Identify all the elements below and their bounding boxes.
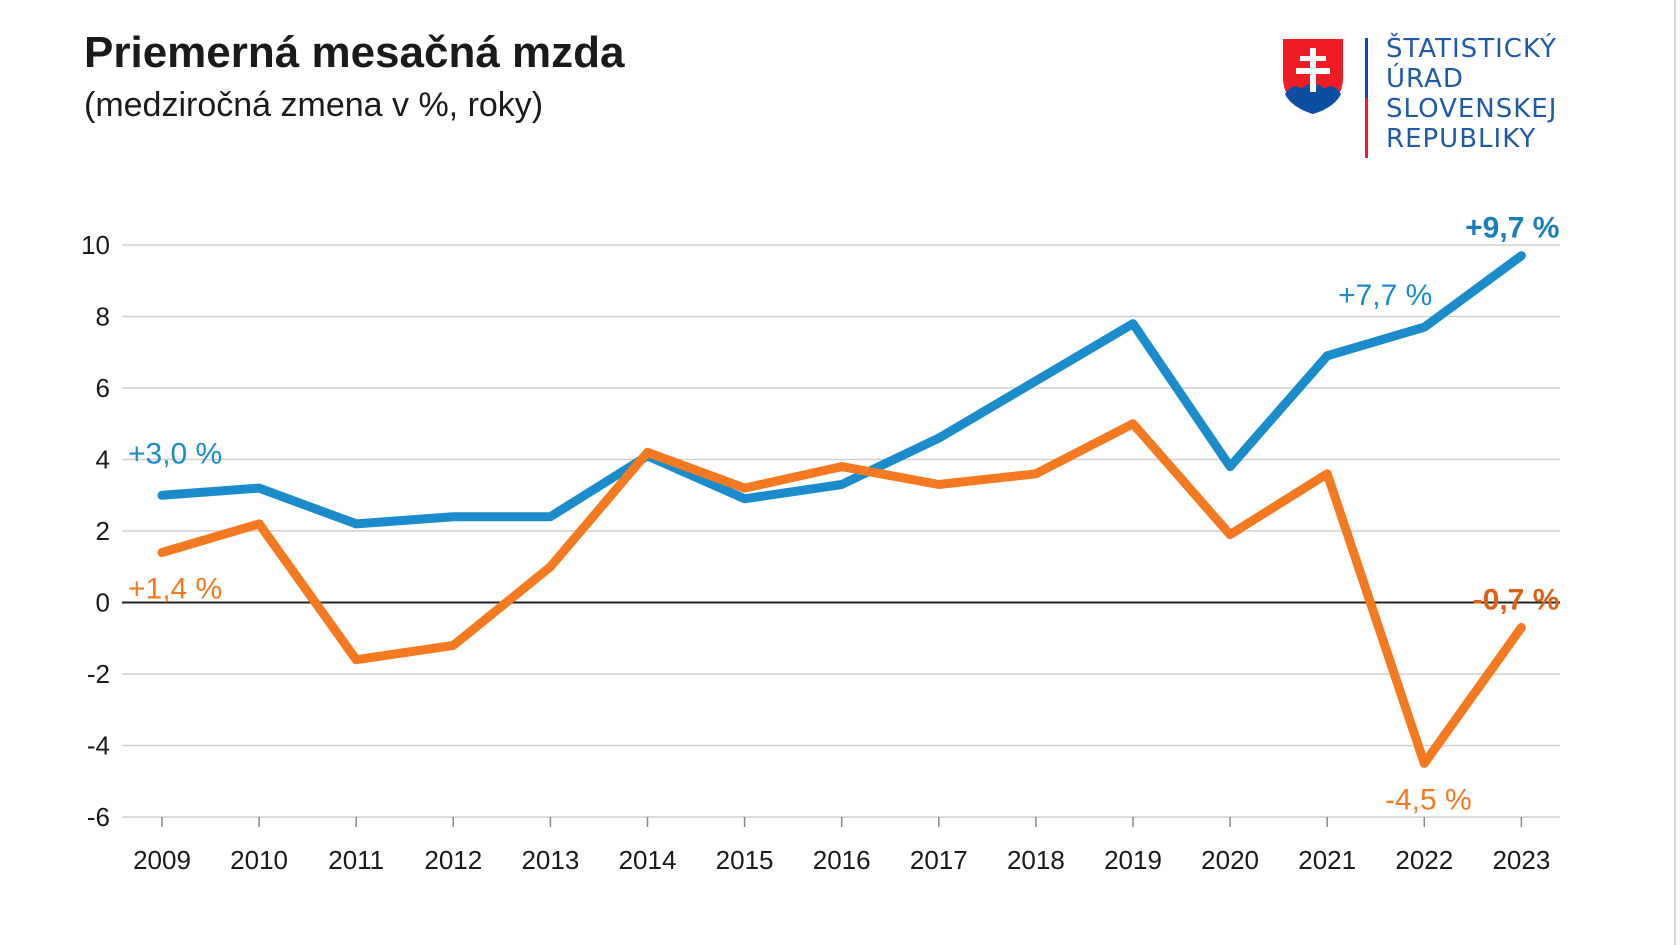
frame-edge <box>1674 0 1676 945</box>
y-tick-label: -2 <box>87 659 110 689</box>
chart-title: Priemerná mesačná mzda <box>84 28 625 77</box>
x-tick-label: 2017 <box>910 845 968 875</box>
logo-divider <box>1365 38 1368 158</box>
y-tick-label: 0 <box>96 588 110 618</box>
x-tick-label: 2020 <box>1201 845 1259 875</box>
data-label: +9,7 % <box>1465 212 1559 245</box>
x-tick-label: 2011 <box>328 845 384 875</box>
data-label: -4,5 % <box>1385 783 1472 816</box>
x-tick-label: 2022 <box>1395 845 1453 875</box>
logo-line: ŠTATISTICKÝ <box>1386 34 1557 64</box>
grid-layer <box>122 244 1560 818</box>
x-tick-label: 2023 <box>1492 845 1550 875</box>
x-tick-label: 2019 <box>1104 845 1162 875</box>
data-label: +3,0 % <box>128 437 222 470</box>
x-tick-label: 2014 <box>619 845 677 875</box>
logo-line: SLOVENSKEJ <box>1386 94 1558 124</box>
x-tick-label: 2018 <box>1007 845 1065 875</box>
x-tick-label: 2021 <box>1298 845 1356 875</box>
x-tick-label: 2012 <box>424 845 482 875</box>
x-tick-label: 2009 <box>133 845 191 875</box>
series-line-real <box>157 419 1526 768</box>
y-tick-label: 6 <box>96 373 110 403</box>
logo-text: ŠTATISTICKÝ ÚRAD SLOVENSKEJ REPUBLIKY <box>1386 34 1557 154</box>
x-tick-label: 2010 <box>230 845 288 875</box>
annotation-layer: +3,0 % +7,7 % +9,7 % +1,4 % -4,5 % -0,7 % <box>128 212 1559 817</box>
y-tick-label: 8 <box>96 302 110 332</box>
data-label: +7,7 % <box>1338 279 1432 312</box>
data-label: +1,4 % <box>128 572 222 605</box>
y-tick-label: 10 <box>81 230 110 260</box>
y-tick-label: 4 <box>96 445 110 475</box>
logo-line: ÚRAD <box>1386 64 1464 94</box>
x-tick-label: 2013 <box>521 845 579 875</box>
y-axis-ticks: 10 8 6 4 2 0 -2 -4 -6 <box>81 230 110 832</box>
data-label: -0,7 % <box>1473 584 1560 617</box>
slovak-coat-of-arms-icon <box>1279 35 1347 120</box>
y-tick-label: -6 <box>87 802 110 832</box>
x-axis-ticks: 2009 2010 2011 2012 2013 2014 2015 2016 2017 2018… <box>133 817 1550 875</box>
y-tick-label: 2 <box>96 516 110 546</box>
x-tick-label: 2015 <box>716 845 774 875</box>
series-layer <box>157 251 1526 768</box>
logo-line: REPUBLIKY <box>1386 124 1537 154</box>
x-tick-label: 2016 <box>813 845 871 875</box>
series-line-nominal <box>157 251 1526 529</box>
chart-subtitle: (medziročná zmena v %, roky) <box>84 86 544 124</box>
y-tick-label: -4 <box>87 731 110 761</box>
